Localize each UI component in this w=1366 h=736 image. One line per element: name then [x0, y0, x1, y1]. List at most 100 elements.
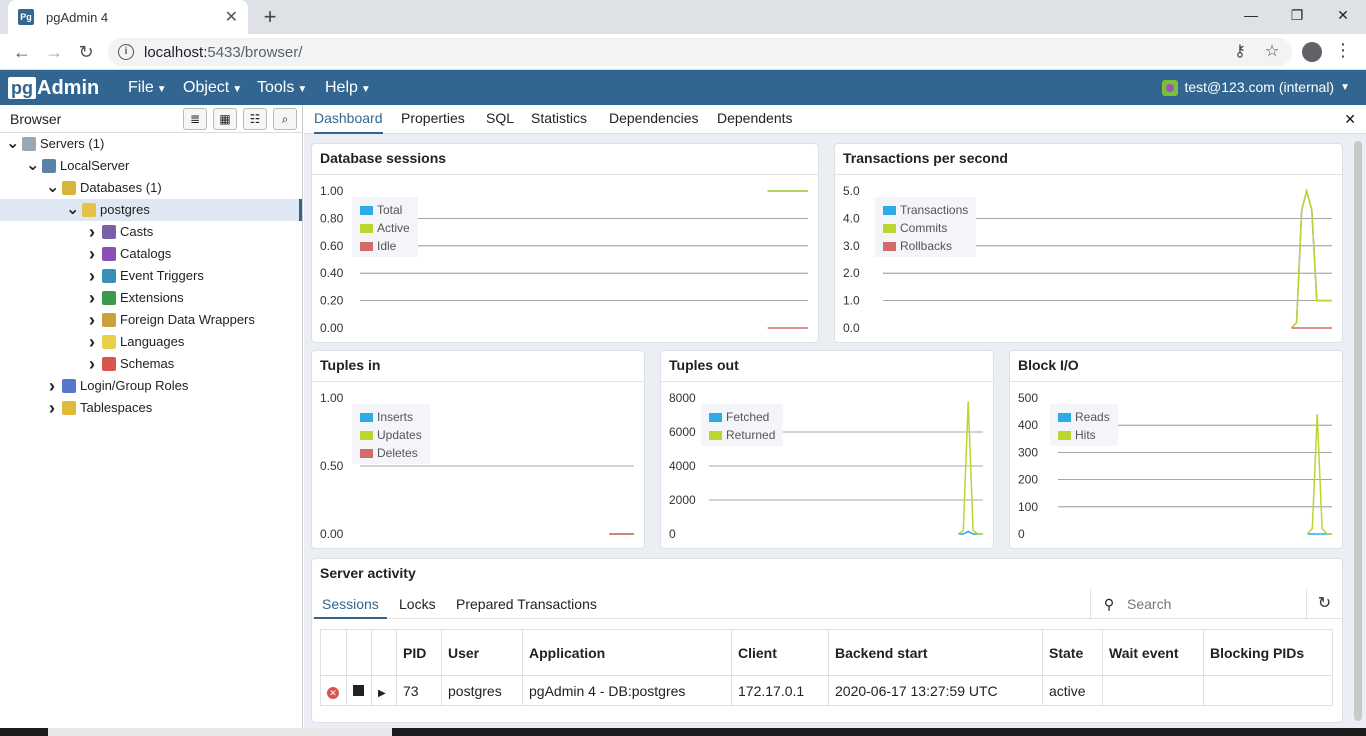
menu-tools[interactable]: Tools ▼: [257, 70, 307, 105]
tree-node[interactable]: › Extensions: [86, 287, 184, 309]
tab-dependencies[interactable]: Dependencies: [609, 110, 699, 126]
tab-dashboard[interactable]: Dashboard: [314, 105, 383, 134]
y-tick-label: 2000: [669, 493, 696, 507]
cell-client: 172.17.0.1: [731, 675, 829, 706]
col-user[interactable]: User: [441, 629, 523, 676]
filter-rows-icon[interactable]: ☷: [243, 108, 267, 130]
catalog-icon: [102, 247, 116, 261]
chevron-right-icon[interactable]: ›: [49, 398, 55, 418]
chevron-right-icon[interactable]: ›: [89, 354, 95, 374]
tree-node[interactable]: › Foreign Data Wrappers: [86, 309, 255, 331]
expand-row-icon[interactable]: ▶: [378, 687, 386, 699]
maximize-icon[interactable]: ❐: [1290, 7, 1304, 23]
tree-node[interactable]: ⌄ Databases (1): [46, 177, 162, 199]
legend-item: Rollbacks: [883, 237, 968, 255]
chart-svg: 1.00 0.80 0.60 0.40 0.20 0.00: [320, 184, 808, 335]
legend-swatch: [360, 448, 373, 458]
tree-node[interactable]: ⌄ Servers (1): [6, 133, 104, 155]
table-row: ✕ ▶ 73 postgres pgAdmin 4 - DB:postgres …: [320, 675, 1333, 706]
legend-item: Updates: [360, 426, 422, 444]
refresh-icon[interactable]: ↻: [1306, 589, 1342, 619]
col-backend-start[interactable]: Backend start: [828, 629, 1043, 676]
col-application[interactable]: Application: [522, 629, 732, 676]
tree-node[interactable]: › Event Triggers: [86, 265, 204, 287]
tree-node[interactable]: › Tablespaces: [46, 397, 152, 419]
col-blocking-pids[interactable]: Blocking PIDs: [1203, 629, 1333, 676]
tab-sql[interactable]: SQL: [486, 110, 515, 126]
pgadmin-logo[interactable]: pg Admin: [8, 76, 99, 100]
legend-label: Hits: [1075, 428, 1096, 442]
url-box[interactable]: i localhost:5433/browser/: [108, 38, 1292, 66]
user-menu[interactable]: test@123.com (internal) ▼: [1162, 70, 1350, 105]
col-state[interactable]: State: [1042, 629, 1103, 676]
cancel-query-icon[interactable]: ✕: [327, 686, 339, 699]
chevron-down-icon[interactable]: ⌄: [46, 179, 60, 196]
dashboard-scrollbar[interactable]: [1354, 141, 1362, 721]
search-objects-icon[interactable]: ⌕: [273, 108, 297, 130]
tree-node-label: Casts: [120, 224, 154, 239]
tree-node-label: LocalServer: [60, 158, 130, 173]
chevron-right-icon[interactable]: ›: [89, 222, 95, 242]
star-icon[interactable]: ☆: [1264, 43, 1280, 60]
view-data-icon[interactable]: ▦: [213, 108, 237, 130]
tab-statistics[interactable]: Statistics: [531, 110, 588, 126]
col-client[interactable]: Client: [731, 629, 829, 676]
tree-node[interactable]: ⌄ postgres: [66, 199, 150, 221]
terminate-cell: [346, 675, 372, 706]
chevron-right-icon[interactable]: ›: [89, 288, 95, 308]
chevron-right-icon[interactable]: ›: [89, 332, 95, 352]
close-panel-icon[interactable]: ✕: [1344, 111, 1356, 127]
tab-locks[interactable]: Locks: [399, 596, 436, 612]
forward-icon[interactable]: →: [45, 42, 63, 62]
y-tick-label: 0.0: [843, 321, 860, 335]
chevron-down-icon[interactable]: ⌄: [66, 201, 80, 218]
tab-prepared-transactions[interactable]: Prepared Transactions: [456, 596, 597, 612]
chevron-right-icon[interactable]: ›: [89, 266, 95, 286]
reload-icon[interactable]: ↻: [78, 42, 94, 62]
extension-icon: [102, 291, 116, 305]
menu-help[interactable]: Help ▼: [325, 70, 371, 105]
menu-object[interactable]: Object ▼: [183, 70, 242, 105]
tree-node[interactable]: › Casts: [86, 221, 153, 243]
col-wait-event[interactable]: Wait event: [1102, 629, 1204, 676]
col-pid[interactable]: PID: [396, 629, 442, 676]
series-line: [1306, 414, 1332, 535]
chevron-right-icon[interactable]: ›: [49, 376, 55, 396]
terminate-session-icon[interactable]: [353, 684, 364, 696]
activity-search-input[interactable]: [1127, 596, 1287, 612]
chevron-down-icon[interactable]: ⌄: [6, 135, 20, 152]
chevron-right-icon[interactable]: ›: [89, 310, 95, 330]
new-tab-icon[interactable]: +: [263, 4, 277, 29]
back-icon[interactable]: ←: [13, 42, 31, 62]
tree-node[interactable]: › Catalogs: [86, 243, 171, 265]
tree-node[interactable]: › Schemas: [86, 353, 174, 375]
card-divider: [661, 381, 993, 382]
cancel-cell: ✕: [320, 675, 347, 706]
profile-avatar-icon[interactable]: [1302, 42, 1322, 62]
chart-card-tuples-out: Tuples out 8000 6000 4000 2000 0 Fetched Retur…: [660, 350, 994, 549]
tree-node[interactable]: › Languages: [86, 331, 184, 353]
url-text[interactable]: localhost:5433/browser/: [144, 44, 302, 61]
taskbar-search[interactable]: [48, 728, 392, 736]
legend-label: Transactions: [900, 203, 969, 217]
close-tab-icon[interactable]: ✕: [224, 9, 238, 26]
tab-properties[interactable]: Properties: [401, 110, 465, 126]
chevron-down-icon[interactable]: ⌄: [26, 157, 40, 174]
series-line: [957, 401, 983, 535]
browser-tab[interactable]: Pg pgAdmin 4 ✕: [8, 0, 248, 34]
legend-swatch: [360, 223, 373, 233]
close-window-icon[interactable]: ✕: [1337, 7, 1349, 23]
col-terminate: [346, 629, 372, 676]
site-info-icon[interactable]: i: [118, 44, 134, 60]
minimize-icon[interactable]: —: [1244, 7, 1258, 23]
menu-file[interactable]: File ▼: [128, 70, 167, 105]
chevron-right-icon[interactable]: ›: [89, 244, 95, 264]
tree-node[interactable]: › Login/Group Roles: [46, 375, 188, 397]
query-tool-icon[interactable]: ≣: [183, 108, 207, 130]
tree-node[interactable]: ⌄ LocalServer: [26, 155, 129, 177]
browser-menu-icon[interactable]: ⋮: [1334, 40, 1352, 60]
key-icon[interactable]: ⚷: [1234, 43, 1246, 60]
tab-dependents[interactable]: Dependents: [717, 110, 793, 126]
cell-pid: 73: [396, 675, 442, 706]
tab-sessions[interactable]: Sessions: [314, 589, 387, 619]
